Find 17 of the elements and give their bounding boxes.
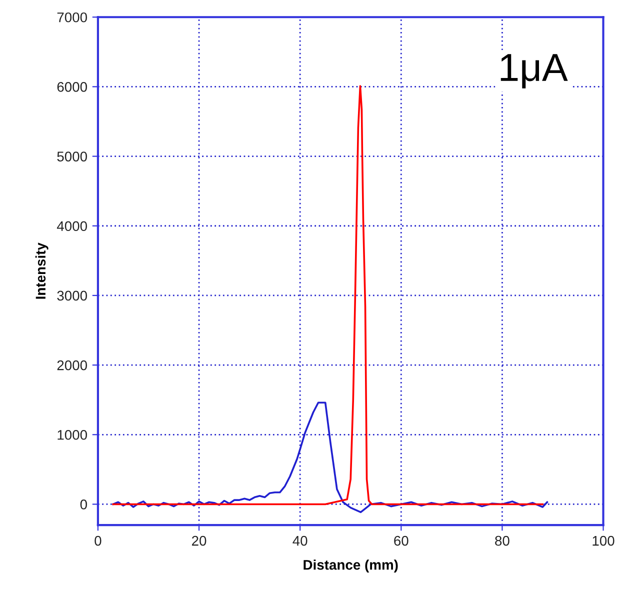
y-tick-label: 2000 — [57, 360, 88, 370]
y-axis-title: Intensity — [35, 242, 48, 299]
x-tick-label: 100 — [592, 536, 614, 546]
y-tick-label: 6000 — [57, 82, 88, 92]
x-axis-title: Distance (mm) — [304, 560, 398, 573]
x-tick-label: 80 — [495, 536, 510, 546]
y-tick-label: 3000 — [57, 290, 88, 301]
x-tick-label: 40 — [292, 536, 308, 546]
y-tick-label: 5000 — [57, 152, 88, 162]
y-tick-label: 4000 — [56, 221, 88, 232]
y-tick-label: 0 — [80, 500, 87, 510]
x-tick-label: 0 — [94, 536, 102, 546]
annotation: 1μA — [500, 54, 568, 88]
x-tick-label: 60 — [394, 536, 408, 546]
x-tick-label: 20 — [192, 536, 206, 546]
y-tick-label: 7000 — [57, 12, 88, 22]
y-tick-label: 1000 — [58, 430, 88, 440]
